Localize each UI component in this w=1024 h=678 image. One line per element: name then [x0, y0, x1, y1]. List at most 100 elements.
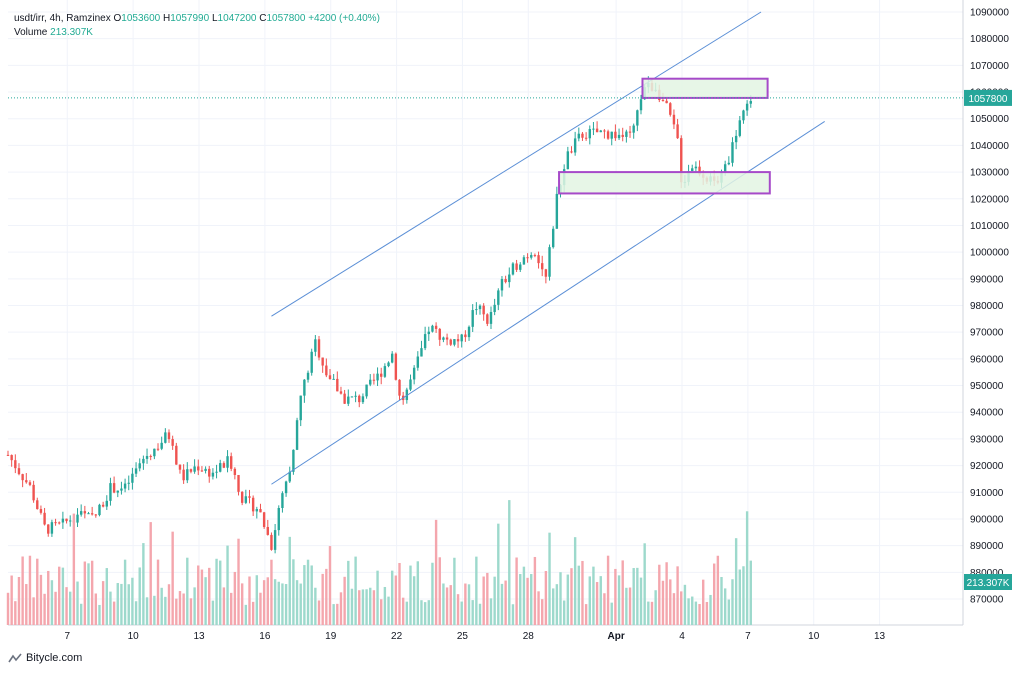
volume-bar — [573, 537, 577, 625]
candle-body — [314, 339, 317, 352]
volume-bar — [683, 584, 687, 625]
volume-bar — [672, 593, 676, 625]
candle-body — [138, 463, 141, 469]
price-tick-label: 910000 — [970, 488, 1004, 499]
candle-body — [584, 137, 588, 139]
candle-body — [58, 522, 61, 524]
candle-body — [193, 466, 196, 472]
candle-body — [475, 309, 478, 311]
volume-bar — [186, 557, 189, 625]
volume-bar — [339, 592, 343, 625]
candle-body — [672, 114, 676, 125]
candle-body — [83, 511, 87, 514]
candle-body — [39, 509, 43, 513]
volume-row: Volume 213.307K — [14, 26, 380, 40]
candle-body — [500, 279, 504, 291]
candle-body — [665, 100, 668, 104]
candle-body — [123, 483, 127, 489]
candle-body — [90, 513, 94, 515]
candle-body — [603, 130, 606, 132]
volume-bar — [504, 580, 507, 625]
candle-body — [28, 482, 32, 485]
volume-bar — [277, 581, 280, 625]
volume-bar — [361, 589, 365, 625]
volume-bar — [127, 584, 130, 625]
candle-body — [405, 389, 409, 401]
volume-bar — [208, 567, 211, 625]
candle-body — [14, 460, 17, 469]
candle-body — [445, 337, 449, 340]
brand-name[interactable]: Bitycle.com — [26, 652, 83, 664]
candle-body — [573, 138, 577, 153]
candle-body — [25, 480, 28, 483]
candle-body — [306, 372, 310, 380]
price-tick-label: 1020000 — [970, 194, 1009, 205]
candle-body — [676, 124, 679, 139]
volume-bar — [658, 564, 661, 625]
candle-body — [581, 133, 584, 138]
volume-bar — [442, 583, 445, 625]
close-label: C — [259, 13, 267, 24]
volume-bar — [401, 597, 405, 625]
candle-body — [94, 514, 98, 516]
volume-bar — [292, 559, 295, 625]
time-tick-label: 13 — [193, 631, 205, 642]
volume-bar — [109, 591, 112, 625]
candle-body — [189, 469, 193, 472]
volume-bar — [698, 604, 701, 625]
volume-bar — [434, 519, 438, 625]
candle-body — [599, 130, 602, 133]
volume-bar — [643, 543, 646, 625]
volume-bar — [650, 601, 654, 625]
volume-bar — [303, 565, 306, 625]
candle-body — [295, 420, 299, 450]
volume-bar — [10, 575, 13, 625]
candle-body — [76, 514, 79, 523]
volume-bar — [639, 577, 643, 625]
volume-bar — [116, 583, 119, 625]
volume-bar — [738, 569, 742, 625]
volume-bar — [197, 565, 200, 625]
candle-body — [79, 511, 83, 515]
candle-body — [614, 131, 617, 139]
volume-bar — [87, 563, 90, 625]
open-value: 1053600 — [121, 13, 161, 24]
candle-body — [248, 496, 251, 498]
volume-bar — [94, 593, 98, 625]
volume-bar — [142, 543, 145, 625]
candle-body — [449, 339, 452, 345]
volume-bar — [511, 604, 515, 625]
volume-bar — [632, 568, 635, 625]
volume-bar — [548, 532, 551, 625]
price-tick-label: 890000 — [970, 541, 1004, 552]
volume-bar — [325, 568, 328, 625]
candle-body — [632, 125, 635, 133]
candle-body — [237, 474, 240, 492]
candle-body — [541, 263, 544, 270]
candle-body — [21, 474, 24, 481]
candle-body — [588, 129, 591, 139]
candle-body — [698, 166, 701, 175]
volume-bar — [562, 600, 566, 625]
volume-bar — [647, 601, 650, 625]
candle-body — [606, 131, 610, 139]
candle-body — [101, 504, 105, 507]
candle-body — [438, 328, 441, 340]
price-tick-label: 1000000 — [970, 248, 1009, 259]
price-tick-label: 920000 — [970, 461, 1004, 472]
candle-body — [570, 151, 573, 153]
candle-body — [273, 530, 277, 550]
volume-bar — [171, 531, 174, 625]
candle-body — [145, 455, 149, 459]
volume-bar — [691, 596, 694, 625]
candle-body — [486, 314, 489, 324]
volume-bar — [365, 589, 368, 625]
volume-bar — [614, 568, 617, 625]
volume-bar — [489, 598, 493, 625]
candle-body — [680, 138, 683, 183]
volume-bar — [727, 599, 731, 625]
candle-body — [727, 162, 731, 165]
candle-body — [255, 509, 259, 512]
volume-bar — [123, 559, 127, 625]
